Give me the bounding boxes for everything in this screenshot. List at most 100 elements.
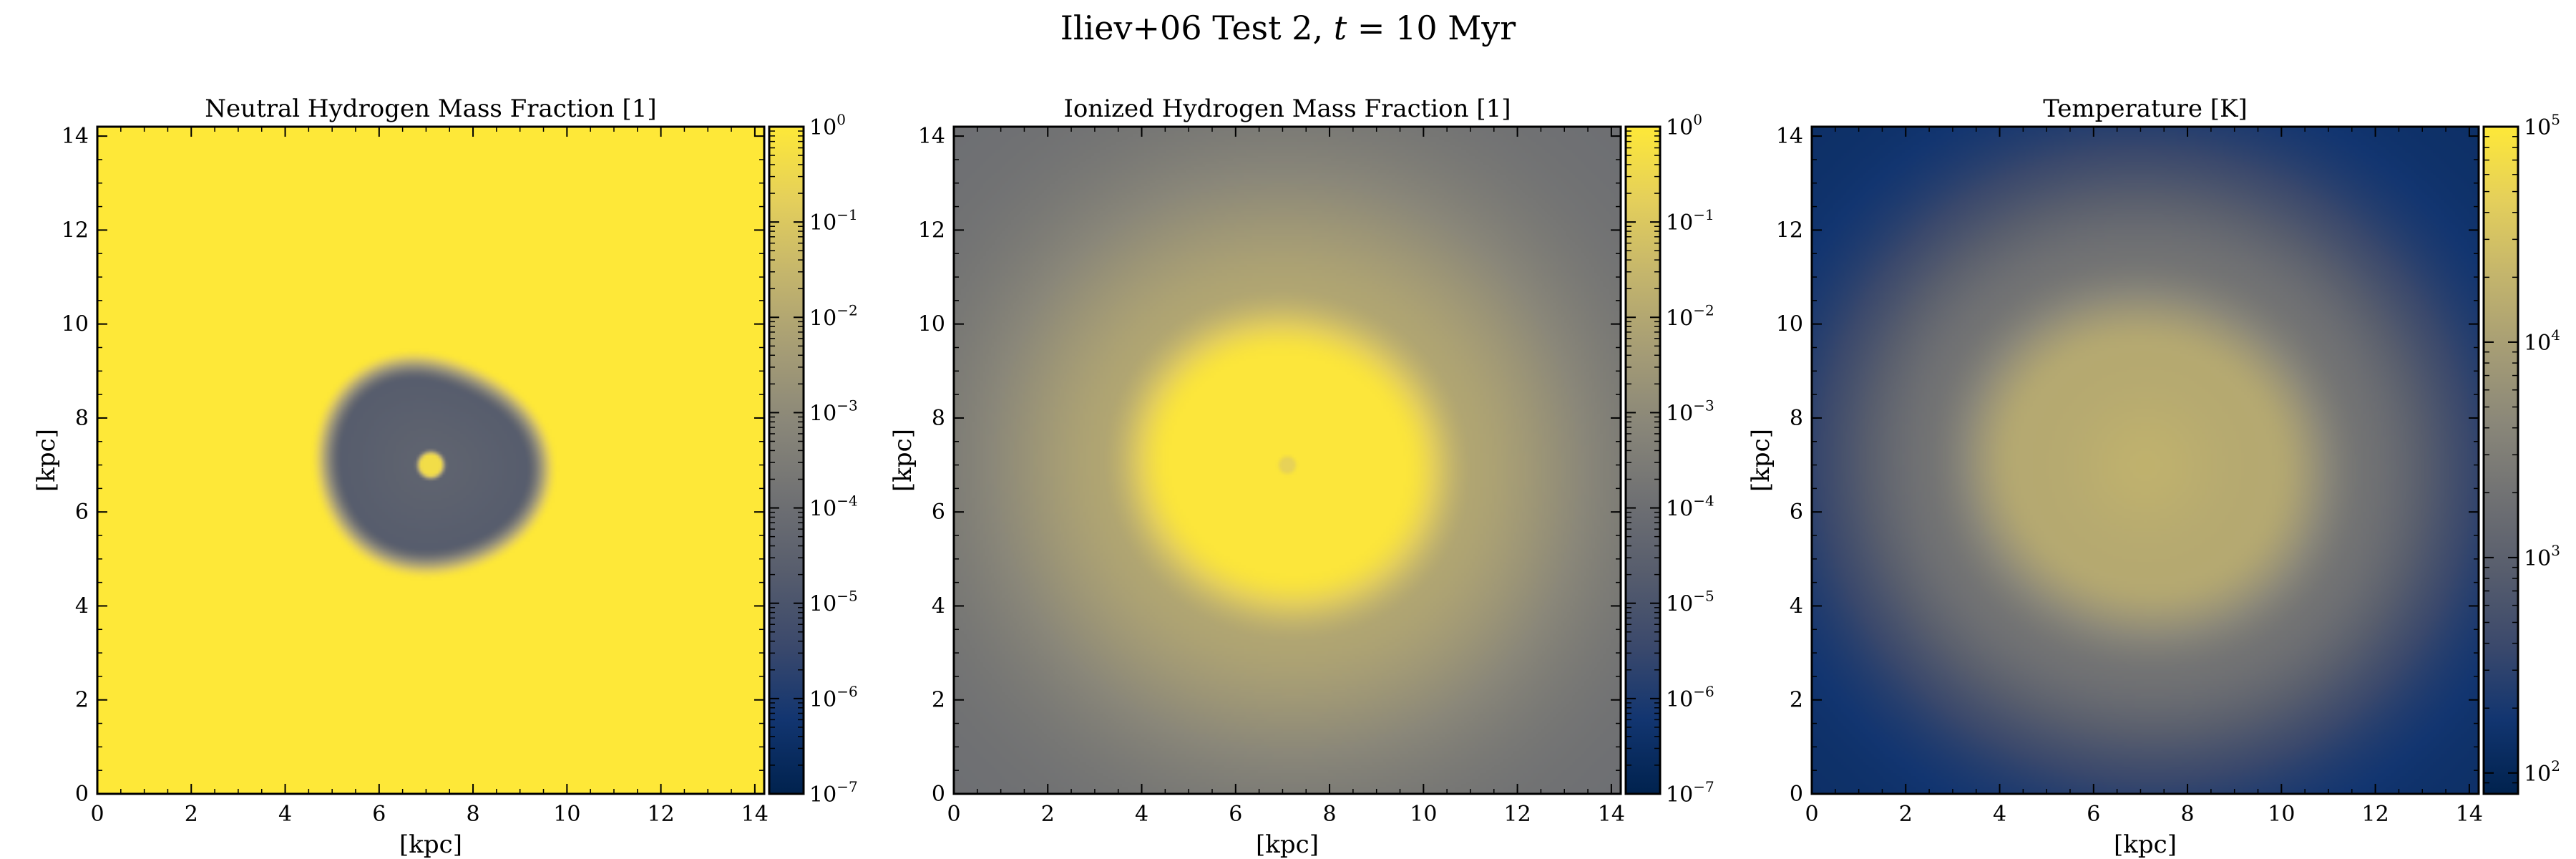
y-tick-label: 0 (932, 782, 945, 807)
x-tick-label: 8 (467, 802, 480, 827)
colorbar-tick-exponent: −1 (836, 206, 857, 223)
colorbar-tick-base: 10 (2524, 331, 2551, 356)
y-tick-label: 12 (62, 218, 89, 243)
colorbar-tick-label: 10−7 (1666, 778, 1714, 807)
colorbar-tick-base: 10 (809, 115, 836, 140)
colorbar-tick-label: 102 (2524, 757, 2560, 787)
colorbar-tick-label: 10−3 (809, 397, 858, 426)
colorbar-tick-label: 100 (1666, 111, 1702, 140)
x-tick-label: 12 (648, 802, 675, 827)
panel-3: 0 2 4 6 8 10 12 14 0 2 4 6 8 10 12 14 [kpc] [kpc] Temperat… (1747, 94, 2560, 859)
x-tick-label: 10 (2268, 802, 2295, 827)
colorbar-tick-base: 10 (809, 592, 836, 617)
x-tick-label: 4 (278, 802, 292, 827)
colorbar-frame (768, 125, 805, 795)
y-tick-label: 4 (75, 593, 89, 618)
colorbar-tick-exponent: −4 (836, 492, 857, 510)
colorbar-tick-label: 10−1 (1666, 206, 1714, 236)
panel-title: Ionized Hydrogen Mass Fraction [1] (1063, 94, 1511, 123)
x-tick-label: 14 (1598, 802, 1625, 827)
colorbar-tick-exponent: 0 (836, 111, 846, 128)
colorbar-tick-exponent: 5 (2551, 111, 2560, 128)
colorbar-tick-exponent: −6 (836, 683, 857, 700)
heatmap-image (1812, 127, 2479, 794)
y-tick-label: 2 (932, 688, 945, 713)
figure-title-prefix: Iliev+06 Test 2, (1060, 9, 1334, 47)
x-tick-label: 12 (2362, 802, 2389, 827)
colorbar-tick-base: 10 (2524, 115, 2551, 140)
colorbar-tick-label: 10−6 (809, 683, 858, 712)
colorbar-tick-label: 10−1 (809, 206, 858, 236)
colorbar-tick-exponent: −5 (836, 588, 857, 605)
colorbar-tick-base: 10 (809, 687, 836, 712)
panel-2: 0 2 4 6 8 10 12 14 0 2 4 6 8 10 12 14 [kpc] [kpc] Ionized … (889, 94, 1714, 859)
colorbar-tick-exponent: −7 (1693, 778, 1714, 795)
colorbar-tick-exponent: −1 (1693, 206, 1714, 223)
colorbar-tick-exponent: −3 (836, 397, 857, 414)
colorbar-tick-label: 10−3 (1666, 397, 1714, 426)
x-tick-label: 12 (1504, 802, 1531, 827)
x-tick-label: 14 (741, 802, 769, 827)
colorbar-tick-base: 10 (1666, 401, 1693, 426)
y-tick-label: 4 (1790, 593, 1803, 618)
y-axis-label: [kpc] (889, 429, 917, 492)
colorbar (2484, 127, 2518, 794)
y-axis-label: [kpc] (32, 429, 61, 492)
colorbar-tick-exponent: 4 (2551, 326, 2560, 344)
y-tick-label: 6 (932, 500, 945, 525)
colorbar-tick-label: 10−4 (809, 492, 858, 522)
y-tick-label: 2 (1790, 688, 1803, 713)
y-tick-label: 12 (918, 218, 945, 243)
x-tick-label: 0 (90, 802, 104, 827)
y-tick-label: 10 (918, 312, 945, 337)
y-tick-label: 10 (62, 312, 89, 337)
colorbar (1626, 127, 1660, 794)
y-tick-label: 8 (75, 406, 89, 431)
y-tick-label: 12 (1776, 218, 1803, 243)
colorbar-tick-exponent: −2 (1693, 301, 1714, 319)
x-tick-label: 0 (947, 802, 960, 827)
colorbar-tick-base: 10 (1666, 782, 1693, 807)
y-axis-label: [kpc] (1747, 429, 1775, 492)
colorbar-tick-label: 104 (2524, 326, 2560, 356)
colorbar-tick-exponent: 0 (1693, 111, 1702, 128)
colorbar-tick-base: 10 (809, 306, 836, 331)
x-tick-label: 8 (2181, 802, 2195, 827)
colorbar-tick-label: 10−6 (1666, 683, 1714, 712)
panels: 0 2 4 6 8 10 12 14 0 2 4 6 8 10 12 14 [kpc] [kpc] Neutral … (32, 94, 2560, 859)
colorbar-tick-base: 10 (809, 401, 836, 426)
colorbar-tick-base: 10 (809, 210, 836, 236)
x-tick-label: 6 (372, 802, 386, 827)
colorbar-tick-base: 10 (2524, 546, 2551, 571)
colorbar-tick-base: 10 (809, 497, 836, 522)
colorbar-frame (2482, 125, 2519, 795)
colorbar-tick-base: 10 (1666, 115, 1693, 140)
y-tick-label: 6 (1790, 500, 1803, 525)
colorbar-tick-label: 103 (2524, 542, 2560, 571)
x-tick-label: 4 (1993, 802, 2006, 827)
y-tick-label: 10 (1776, 312, 1803, 337)
colorbar-tick-label: 105 (2524, 111, 2560, 140)
colorbar-tick-label: 10−2 (1666, 301, 1714, 331)
y-tick-label: 14 (918, 124, 945, 149)
colorbar-tick-base: 10 (1666, 306, 1693, 331)
colorbar-tick-label: 10−5 (1666, 588, 1714, 617)
y-tick-label: 2 (75, 688, 89, 713)
figure-title-variable: t (1334, 9, 1347, 47)
colorbar-tick-base: 10 (1666, 497, 1693, 522)
colorbar-tick-exponent: −6 (1693, 683, 1714, 700)
colorbar (769, 127, 804, 794)
y-tick-label: 8 (1790, 406, 1803, 431)
colorbar-frame (1624, 125, 1662, 795)
x-tick-label: 4 (1135, 802, 1148, 827)
colorbar-tick-label: 100 (809, 111, 846, 140)
y-tick-label: 0 (1790, 782, 1803, 807)
x-tick-label: 10 (553, 802, 580, 827)
panel-title: Neutral Hydrogen Mass Fraction [1] (205, 94, 656, 123)
colorbar-tick-base: 10 (809, 782, 836, 807)
heatmap-image (97, 127, 764, 794)
colorbar-tick-exponent: −5 (1693, 588, 1714, 605)
x-tick-label: 10 (1410, 802, 1437, 827)
plot-frame (952, 125, 1622, 795)
colorbar-tick-exponent: 3 (2551, 542, 2560, 559)
